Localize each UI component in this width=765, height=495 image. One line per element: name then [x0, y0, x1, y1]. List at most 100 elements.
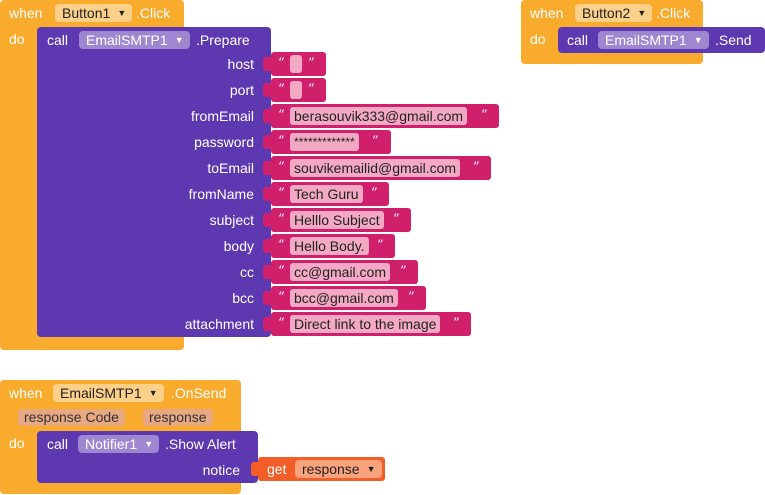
socket-notice: [251, 462, 259, 476]
text-block-attachment[interactable]: “ Direct link to the image ”: [271, 312, 471, 336]
close-quote-icon: ”: [400, 264, 407, 279]
chevron-down-icon: ▼: [366, 464, 376, 474]
text-block-fromemail[interactable]: “ berasouvik333@gmail.com ”: [271, 104, 499, 128]
close-quote-icon: ”: [393, 212, 400, 227]
component-dropdown-button1[interactable]: Button1 ▼: [55, 4, 133, 22]
do-label: do: [530, 31, 546, 47]
socket-host: [263, 57, 271, 71]
text-block-cc[interactable]: “ cc@gmail.com ”: [271, 260, 418, 284]
arg-label-cc: cc: [240, 264, 254, 280]
when-label: when: [9, 385, 43, 401]
text-value-attachment[interactable]: Direct link to the image: [290, 315, 441, 333]
call-block-emailsmtp1-send[interactable]: call EmailSMTP1 ▼ .Send: [558, 27, 765, 53]
text-block-password[interactable]: “ ************* ”: [271, 130, 391, 154]
method-name: .Prepare: [196, 32, 250, 48]
open-quote-icon: “: [278, 160, 285, 175]
socket-fromemail: [263, 109, 271, 123]
text-value-bcc[interactable]: bcc@gmail.com: [290, 289, 398, 307]
component-name: Notifier1: [85, 436, 138, 452]
open-quote-icon: “: [278, 82, 285, 97]
text-value-subject[interactable]: Helllo Subject: [290, 211, 384, 229]
arg-label-fromemail: fromEmail: [190, 108, 254, 124]
close-quote-icon: ”: [408, 290, 415, 305]
component-dropdown-notifier1[interactable]: Notifier1 ▼: [78, 435, 160, 453]
chevron-down-icon: ▼: [148, 388, 158, 398]
text-value-password[interactable]: *************: [290, 133, 359, 151]
variable-dropdown-response[interactable]: response ▼: [295, 460, 382, 478]
socket-password: [263, 135, 271, 149]
socket-attachment: [263, 317, 271, 331]
arg-label-notice: notice: [202, 462, 240, 478]
arg-label-attachment: attachment: [184, 316, 254, 332]
call-label: call: [47, 436, 69, 452]
call-block-emailsmtp1-prepare[interactable]: call EmailSMTP1 ▼ .Prepare host port fro…: [37, 27, 271, 337]
component-name: Button2: [582, 5, 631, 21]
component-dropdown-emailsmtp1[interactable]: EmailSMTP1 ▼: [53, 384, 164, 402]
event-name: .Click: [656, 5, 691, 21]
arg-label-subject: subject: [209, 212, 254, 228]
text-block-bcc[interactable]: “ bcc@gmail.com ”: [271, 286, 426, 310]
text-block-body[interactable]: “ Hello Body. ”: [271, 234, 395, 258]
open-quote-icon: “: [278, 134, 285, 149]
arg-label-port: port: [229, 82, 254, 98]
text-block-subject[interactable]: “ Helllo Subject ”: [271, 208, 411, 232]
close-quote-icon: ”: [453, 316, 460, 331]
socket-fromname: [263, 187, 271, 201]
component-dropdown-emailsmtp1[interactable]: EmailSMTP1 ▼: [79, 31, 190, 49]
event-name: .OnSend: [171, 385, 227, 401]
text-value-fromemail[interactable]: berasouvik333@gmail.com: [290, 107, 468, 125]
text-block-toemail[interactable]: “ souvikemailid@gmail.com ”: [271, 156, 491, 180]
do-label: do: [9, 435, 25, 451]
chevron-down-icon: ▼: [117, 8, 127, 18]
call-label: call: [567, 32, 589, 48]
do-label: do: [9, 31, 25, 47]
open-quote-icon: “: [278, 212, 285, 227]
arg-label-fromname: fromName: [188, 186, 254, 202]
arg-label-body: body: [223, 238, 254, 254]
text-block-host[interactable]: “ ”: [271, 52, 326, 76]
text-value-toemail[interactable]: souvikemailid@gmail.com: [290, 159, 461, 177]
text-block-port[interactable]: “ ”: [271, 78, 326, 102]
chevron-down-icon: ▼: [174, 35, 184, 45]
event-param-response-code[interactable]: response Code: [18, 409, 125, 426]
get-label: get: [267, 461, 287, 477]
text-value-host[interactable]: [290, 55, 302, 73]
event-name: .Click: [136, 5, 171, 21]
open-quote-icon: “: [278, 56, 285, 71]
component-name: Button1: [62, 5, 111, 21]
component-dropdown-button2[interactable]: Button2 ▼: [575, 4, 653, 22]
socket-toemail: [263, 161, 271, 175]
call-block-notifier1-showalert[interactable]: call Notifier1 ▼ .Show Alert notice: [37, 431, 258, 483]
open-quote-icon: “: [278, 108, 285, 123]
socket-cc: [263, 265, 271, 279]
when-label: when: [9, 5, 43, 21]
chevron-down-icon: ▼: [637, 8, 647, 18]
component-name: EmailSMTP1: [605, 32, 687, 48]
text-value-body[interactable]: Hello Body.: [290, 237, 369, 255]
open-quote-icon: “: [278, 186, 285, 201]
text-value-port[interactable]: [290, 81, 302, 99]
event-param-response[interactable]: response: [143, 409, 213, 426]
component-dropdown-emailsmtp1[interactable]: EmailSMTP1 ▼: [598, 31, 709, 49]
close-quote-icon: ”: [377, 238, 384, 253]
close-quote-icon: ”: [481, 108, 488, 123]
close-quote-icon: ”: [308, 56, 315, 71]
arg-label-bcc: bcc: [232, 290, 254, 306]
socket-port: [263, 83, 271, 97]
text-block-fromname[interactable]: “ Tech Guru ”: [271, 182, 389, 206]
get-block-response[interactable]: get response ▼: [258, 457, 385, 481]
component-name: EmailSMTP1: [60, 385, 142, 401]
text-value-fromname[interactable]: Tech Guru: [290, 185, 363, 203]
socket-subject: [263, 213, 271, 227]
method-name: .Send: [715, 32, 752, 48]
socket-bcc: [263, 291, 271, 305]
close-quote-icon: ”: [372, 134, 379, 149]
variable-name: response: [302, 461, 360, 477]
text-value-cc[interactable]: cc@gmail.com: [290, 263, 391, 281]
arg-label-password: password: [194, 134, 254, 150]
component-name: EmailSMTP1: [86, 32, 168, 48]
method-name: .Show Alert: [165, 436, 236, 452]
open-quote-icon: “: [278, 238, 285, 253]
arg-label-toemail: toEmail: [207, 160, 254, 176]
arg-label-host: host: [227, 56, 254, 72]
